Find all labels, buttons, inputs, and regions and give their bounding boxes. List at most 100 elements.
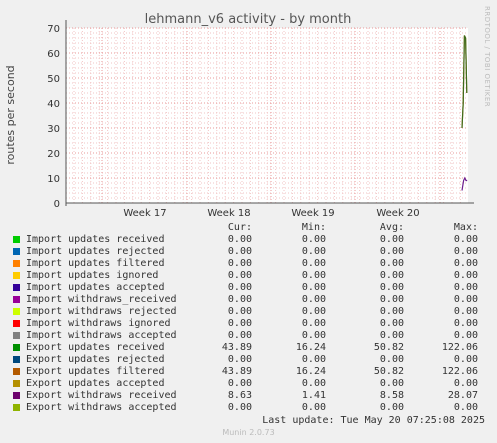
legend-cur: 0.00 [227, 234, 252, 245]
header-avg: Avg: [379, 222, 404, 233]
legend-row: Export updates accepted 0.00 0.00 0.00 0.00 [0, 378, 497, 390]
legend-cur: 0.00 [227, 306, 252, 317]
legend-label: Export updates accepted [26, 378, 165, 389]
legend-avg: 0.00 [379, 354, 404, 365]
legend-min: 0.00 [301, 282, 326, 293]
legend-avg: 0.00 [379, 258, 404, 269]
x-tick-label: Week 17 [123, 208, 166, 219]
legend-label: Export updates filtered [26, 366, 165, 377]
y-axis-title: routes per second [4, 65, 17, 164]
legend-avg: 0.00 [379, 330, 404, 341]
legend-row: Export withdraws accepted 0.00 0.00 0.00 0.0… [0, 402, 497, 414]
legend-min: 0.00 [301, 270, 326, 281]
legend-row: Import updates rejected 0.00 0.00 0.00 0.00 [0, 246, 497, 258]
legend-label: Import updates rejected [26, 246, 165, 257]
rrdtool-credit: RRDTOOL / TOBI OETIKER [483, 6, 491, 107]
header-min: Min: [301, 222, 326, 233]
y-tick-label: 40 [47, 99, 60, 110]
y-tick-label: 0 [54, 199, 60, 210]
legend-max: 0.00 [453, 294, 478, 305]
legend-max: 28.07 [447, 390, 478, 401]
legend-cur: 0.00 [227, 318, 252, 329]
legend-row: Export updates received 43.89 16.24 50.82 12… [0, 342, 497, 354]
legend-cur: 8.63 [227, 390, 252, 401]
legend-swatch [13, 332, 20, 339]
legend-row: Import updates received 0.00 0.00 0.00 0.00 [0, 234, 497, 246]
legend-min: 0.00 [301, 294, 326, 305]
legend-swatch [13, 248, 20, 255]
legend-avg: 0.00 [379, 378, 404, 389]
legend-cur: 0.00 [227, 294, 252, 305]
y-tick-label: 30 [47, 124, 60, 135]
legend-label: Import withdraws ignored [26, 318, 171, 329]
legend-avg: 0.00 [379, 318, 404, 329]
legend-max: 0.00 [453, 282, 478, 293]
legend-cur: 0.00 [227, 282, 252, 293]
x-tick-label: Week 18 [207, 208, 250, 219]
legend-swatch [13, 260, 20, 267]
legend-row: Import withdraws ignored 0.00 0.00 0.00 0.00 [0, 318, 497, 330]
legend-swatch [13, 392, 20, 399]
legend-cur: 0.00 [227, 402, 252, 413]
legend-swatch [13, 344, 20, 351]
legend-label: Import updates ignored [26, 270, 159, 281]
legend-label: Export withdraws accepted [26, 402, 177, 413]
legend-avg: 0.00 [379, 306, 404, 317]
legend-avg: 50.82 [373, 366, 404, 377]
legend-min: 16.24 [295, 366, 326, 377]
legend-label: Export updates received [26, 342, 165, 353]
series-line [461, 35, 468, 129]
legend-row: Export withdraws received 8.63 1.41 8.58 28.… [0, 390, 497, 402]
legend-cur: 0.00 [227, 258, 252, 269]
series-lines [461, 35, 468, 191]
series-line [461, 176, 468, 191]
legend-min: 1.41 [301, 390, 326, 401]
legend-avg: 0.00 [379, 246, 404, 257]
legend-avg: 0.00 [379, 270, 404, 281]
y-tick-label: 60 [47, 49, 60, 60]
legend-min: 0.00 [301, 354, 326, 365]
legend-cur: 0.00 [227, 330, 252, 341]
header-max: Max: [453, 222, 478, 233]
legend-max: 122.06 [441, 342, 478, 353]
legend-min: 0.00 [301, 306, 326, 317]
legend-max: 0.00 [453, 270, 478, 281]
legend-max: 0.00 [453, 378, 478, 389]
legend-cur: 0.00 [227, 270, 252, 281]
y-tick-label: 10 [47, 174, 60, 185]
legend-row: Import updates filtered 0.00 0.00 0.00 0.00 [0, 258, 497, 270]
legend-min: 16.24 [295, 342, 326, 353]
legend-label: Import withdraws rejected [26, 306, 177, 317]
munin-version: Munin 2.0.73 [222, 428, 275, 437]
legend-cur: 43.89 [221, 342, 252, 353]
legend-label: Import withdraws_received [26, 294, 177, 305]
legend-max: 0.00 [453, 318, 478, 329]
axis-ticks: 0 10 20 30 40 50 60 70 Week 17 Week 18 Week 19 Week… [47, 24, 419, 219]
legend-swatch [13, 272, 20, 279]
legend-cur: 0.00 [227, 246, 252, 257]
legend-cur: 0.00 [227, 378, 252, 389]
legend-row: Import updates accepted 0.00 0.00 0.00 0.00 [0, 282, 497, 294]
legend-avg: 0.00 [379, 294, 404, 305]
legend-label: Import updates received [26, 234, 165, 245]
x-tick-label: Week 20 [376, 208, 419, 219]
legend-row: Import withdraws rejected 0.00 0.00 0.00 0.0… [0, 306, 497, 318]
legend-label: Export withdraws received [26, 390, 177, 401]
y-tick-label: 50 [47, 74, 60, 85]
legend-min: 0.00 [301, 402, 326, 413]
grid [65, 20, 474, 206]
legend-swatch [13, 236, 20, 243]
legend-min: 0.00 [301, 330, 326, 341]
legend-label: Export updates rejected [26, 354, 165, 365]
y-tick-label: 20 [47, 149, 60, 160]
legend-avg: 50.82 [373, 342, 404, 353]
legend-max: 0.00 [453, 234, 478, 245]
y-tick-label: 70 [47, 24, 60, 35]
legend-max: 0.00 [453, 258, 478, 269]
legend-max: 0.00 [453, 246, 478, 257]
chart-title: lehmann_v6 activity - by month [145, 12, 352, 27]
legend-max: 122.06 [441, 366, 478, 377]
legend-max: 0.00 [453, 354, 478, 365]
legend-swatch [13, 380, 20, 387]
legend-label: Import updates accepted [26, 282, 165, 293]
